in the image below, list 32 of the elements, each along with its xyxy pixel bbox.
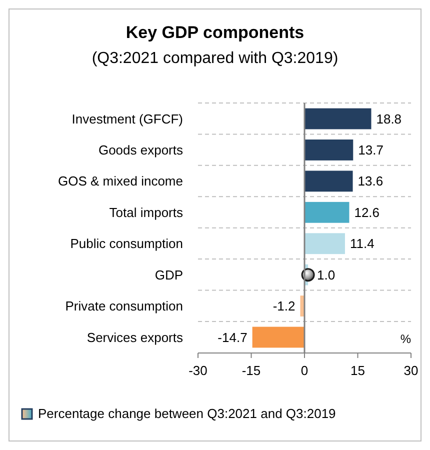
x-tick-label: 15 [350, 363, 365, 378]
data-label: 13.6 [358, 174, 384, 189]
bar [304, 202, 350, 223]
y-tick-label: Private consumption [65, 298, 183, 314]
bar [304, 170, 353, 192]
y-tick-label: Services exports [86, 330, 184, 345]
y-tick-label: GDP [154, 267, 183, 282]
x-tick-label: 0 [300, 363, 308, 378]
x-tick-label: -15 [242, 363, 261, 378]
bar [300, 296, 304, 316]
data-label: 13.7 [358, 142, 384, 158]
data-label: 12.6 [354, 204, 380, 220]
y-tick-label: Goods exports [98, 142, 184, 158]
data-label: 1.0 [317, 267, 336, 282]
chart-title: Key GDP components [126, 23, 304, 42]
chart-subtitle: (Q3:2021 compared with Q3:2019) [92, 50, 338, 67]
data-label: -1.2 [272, 298, 296, 314]
x-tick-label: 30 [404, 363, 418, 378]
data-label: 18.8 [376, 111, 402, 126]
data-label: 11.4 [350, 236, 374, 252]
bar [252, 326, 304, 348]
bar [304, 233, 345, 254]
y-tick-label: Investment (GFCF) [72, 111, 183, 126]
legend-label: Percentage change between Q3:2021 and Q3:2019 [38, 406, 336, 421]
bar [304, 140, 354, 160]
x-axis-title: % [400, 332, 412, 346]
y-tick-label: Public consumption [70, 236, 183, 252]
bar [304, 108, 372, 130]
x-tick-label: -30 [188, 363, 208, 378]
y-tick-label: Total imports [109, 204, 184, 220]
data-label: -14.7 [218, 330, 248, 345]
y-tick-label: GOS & mixed income [58, 174, 183, 189]
